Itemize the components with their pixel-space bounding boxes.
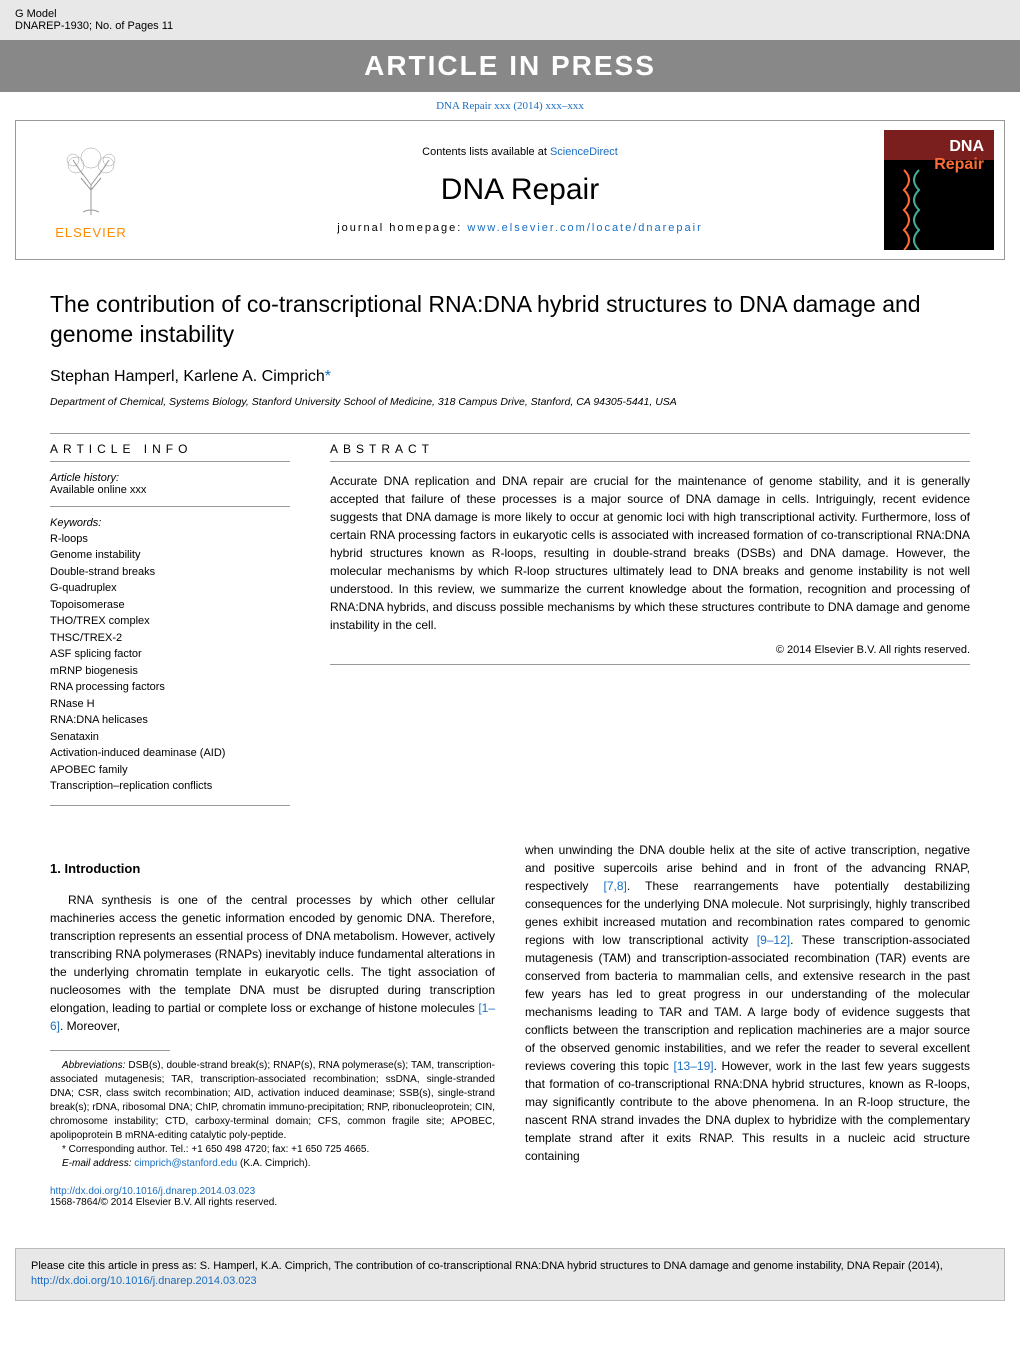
para1b-text: . Moreover, [60, 1019, 120, 1033]
email-suffix: (K.A. Cimprich). [237, 1158, 310, 1169]
article-info-header: ARTICLE INFO [50, 442, 290, 462]
copyright: © 2014 Elsevier B.V. All rights reserved… [330, 644, 970, 656]
elsevier-name: ELSEVIER [55, 225, 127, 240]
doi-link[interactable]: http://dx.doi.org/10.1016/j.dnarep.2014.… [50, 1186, 495, 1197]
corresponding-footnote: * Corresponding author. Tel.: +1 650 498… [50, 1143, 495, 1157]
corresponding-asterisk: * [325, 368, 331, 385]
article-title: The contribution of co-transcriptional R… [50, 290, 970, 350]
contents-label: Contents lists available at [422, 146, 550, 158]
email-label: E-mail address: [62, 1158, 134, 1169]
history-label: Article history: [50, 472, 290, 484]
abstract-text: Accurate DNA replication and DNA repair … [330, 472, 970, 634]
keyword-item: THO/TREX complex [50, 613, 290, 630]
abbrev-label: Abbreviations: [62, 1060, 125, 1071]
abstract-header: ABSTRACT [330, 442, 970, 462]
keyword-item: RNA processing factors [50, 679, 290, 696]
info-divider [50, 506, 290, 507]
divider [50, 433, 970, 434]
ref-link-2[interactable]: [7,8] [604, 879, 627, 893]
article-info-column: ARTICLE INFO Article history: Available … [50, 442, 290, 816]
cite-text: Please cite this article in press as: S.… [31, 1260, 943, 1272]
g-model-label: G Model [15, 8, 173, 20]
right-column: when unwinding the DNA double helix at t… [525, 841, 970, 1208]
keyword-item: Topoisomerase [50, 597, 290, 614]
sciencedirect-link[interactable]: ScienceDirect [550, 146, 618, 158]
homepage-link[interactable]: www.elsevier.com/locate/dnarepair [467, 222, 702, 234]
article-in-press-banner: ARTICLE IN PRESS [0, 40, 1020, 92]
keywords-label: Keywords: [50, 517, 290, 529]
keyword-item: Senataxin [50, 729, 290, 746]
para2d-text: . However, work in the last few years su… [525, 1059, 970, 1163]
keyword-item: Activation-induced deaminase (AID) [50, 745, 290, 762]
dna-helix-icon [884, 130, 994, 250]
authors: Stephan Hamperl, Karlene A. Cimprich* [50, 368, 970, 386]
ref-link-3[interactable]: [9–12] [757, 933, 790, 947]
elsevier-logo: ELSEVIER [26, 130, 156, 250]
homepage-label: journal homepage: [337, 222, 467, 234]
contents-line: Contents lists available at ScienceDirec… [166, 146, 874, 158]
ref-link-4[interactable]: [13–19] [674, 1059, 714, 1073]
history-value: Available online xxx [50, 484, 290, 496]
abstract-divider [330, 664, 970, 665]
keyword-item: RNA:DNA helicases [50, 712, 290, 729]
journal-cover: DNA Repair [884, 130, 994, 250]
intro-para2: when unwinding the DNA double helix at t… [525, 841, 970, 1165]
cite-doi-link[interactable]: http://dx.doi.org/10.1016/j.dnarep.2014.… [31, 1275, 257, 1287]
keyword-item: Genome instability [50, 547, 290, 564]
cite-box: Please cite this article in press as: S.… [15, 1248, 1005, 1301]
abstract-column: ABSTRACT Accurate DNA replication and DN… [330, 442, 970, 816]
keyword-item: APOBEC family [50, 762, 290, 779]
abbreviations-footnote: Abbreviations: DSB(s), double-strand bre… [50, 1059, 495, 1143]
keyword-item: mRNP biogenesis [50, 663, 290, 680]
author-names: Stephan Hamperl, Karlene A. Cimprich [50, 368, 325, 385]
left-column: 1. Introduction RNA synthesis is one of … [50, 841, 495, 1208]
elsevier-tree-icon [51, 140, 131, 220]
footnote-divider [50, 1050, 170, 1051]
keyword-item: THSC/TREX-2 [50, 630, 290, 647]
issn-line: 1568-7864/© 2014 Elsevier B.V. All right… [50, 1197, 495, 1208]
email-link[interactable]: cimprich@stanford.edu [134, 1158, 237, 1169]
para2c-text: . These transcription-associated mutagen… [525, 933, 970, 1073]
intro-header: 1. Introduction [50, 861, 495, 876]
keyword-item: Transcription–replication conflicts [50, 778, 290, 795]
keyword-item: ASF splicing factor [50, 646, 290, 663]
doc-id: DNAREP-1930; No. of Pages 11 [15, 20, 173, 32]
keyword-item: Double-strand breaks [50, 564, 290, 581]
citation-top: DNA Repair xxx (2014) xxx–xxx [0, 92, 1020, 120]
intro-para1: RNA synthesis is one of the central proc… [50, 891, 495, 1035]
keyword-item: G-quadruplex [50, 580, 290, 597]
journal-title: DNA Repair [166, 173, 874, 207]
keyword-item: RNase H [50, 696, 290, 713]
journal-info-box: ELSEVIER Contents lists available at Sci… [15, 120, 1005, 260]
info-divider-bottom [50, 805, 290, 806]
abbrev-text: DSB(s), double-strand break(s); RNAP(s),… [50, 1060, 495, 1141]
homepage-line: journal homepage: www.elsevier.com/locat… [166, 222, 874, 234]
email-footnote: E-mail address: cimprich@stanford.edu (K… [50, 1157, 495, 1171]
header-bar: G Model DNAREP-1930; No. of Pages 11 [0, 0, 1020, 40]
para1-text: RNA synthesis is one of the central proc… [50, 893, 495, 1015]
affiliation: Department of Chemical, Systems Biology,… [50, 396, 970, 408]
doi-section: http://dx.doi.org/10.1016/j.dnarep.2014.… [50, 1186, 495, 1208]
keyword-item: R-loops [50, 531, 290, 548]
